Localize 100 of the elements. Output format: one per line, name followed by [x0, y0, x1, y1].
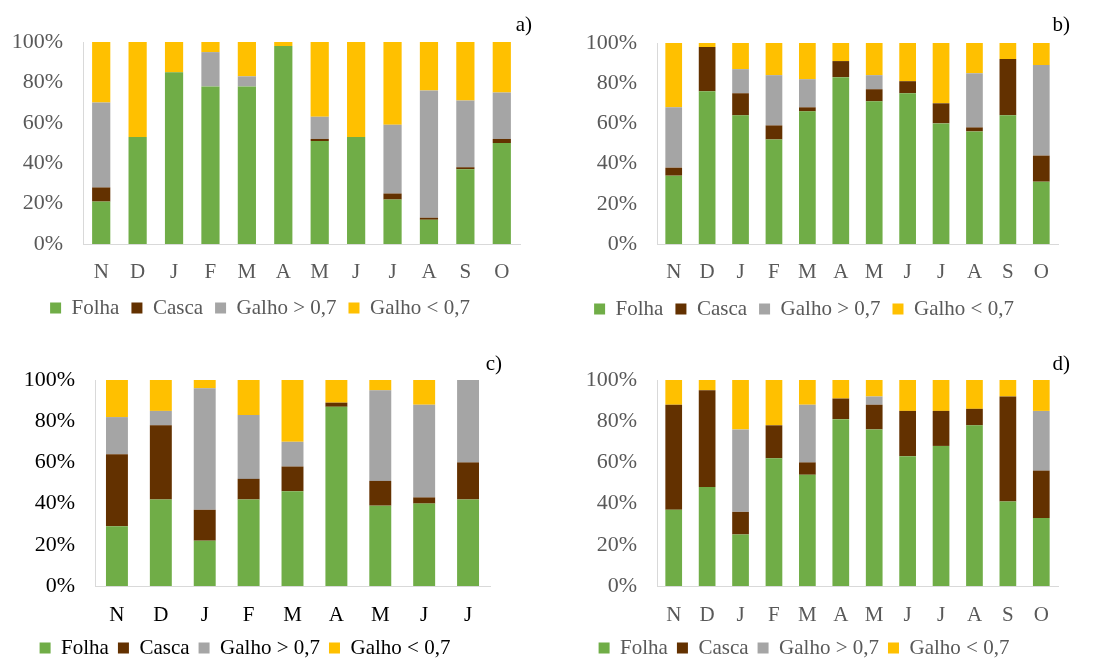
y-tick-label: 100%	[585, 365, 637, 391]
legend-label: Galho < 0,7	[350, 634, 451, 659]
bar	[105, 454, 128, 527]
bar	[492, 42, 511, 93]
x-tick-label: M	[864, 259, 884, 284]
bar	[966, 380, 983, 409]
bar	[732, 69, 749, 94]
bar	[419, 90, 439, 218]
bar	[281, 380, 304, 442]
bar	[665, 107, 683, 168]
legend-label: Galho < 0,7	[369, 294, 470, 319]
x-tick-label: A	[833, 602, 850, 627]
legend-label: Galho > 0,7	[780, 295, 881, 320]
bar	[128, 42, 147, 137]
x-tick-label: J	[420, 602, 429, 627]
bar	[865, 380, 883, 397]
legend-label: Casca	[698, 634, 750, 659]
x-tick-label: D	[699, 602, 715, 627]
x-tick-label: M	[798, 259, 818, 284]
x-tick-label: O	[1033, 602, 1049, 627]
bar	[698, 487, 716, 586]
bar	[310, 116, 329, 139]
bar	[799, 474, 816, 586]
bar	[413, 380, 436, 405]
x-tick-label: M	[237, 259, 257, 284]
bar	[966, 43, 983, 74]
bar	[832, 380, 850, 399]
x-tick-label: D	[699, 259, 715, 284]
y-tick-label: 40%	[22, 148, 63, 174]
y-tick-label: 40%	[34, 489, 75, 515]
bar	[799, 111, 816, 244]
x-tick-label: F	[242, 602, 255, 627]
legend-label: Folha	[615, 295, 665, 320]
bar	[237, 380, 260, 416]
bar	[237, 478, 260, 500]
x-tick-label: J	[736, 259, 745, 284]
bar	[325, 406, 348, 586]
y-tick-label: 60%	[22, 108, 63, 134]
bar	[369, 380, 392, 391]
chart-title: b)	[1052, 11, 1070, 36]
y-tick-label: 60%	[596, 448, 637, 474]
x-tick-label: A	[328, 602, 345, 627]
x-tick-label: S	[1002, 602, 1014, 627]
bar	[1032, 380, 1050, 411]
bar	[92, 201, 111, 244]
bar	[492, 138, 511, 143]
bar	[899, 43, 916, 82]
bar	[665, 509, 683, 586]
bar	[237, 76, 256, 87]
bar	[865, 101, 883, 244]
x-tick-label: A	[275, 259, 292, 284]
x-tick-label: N	[666, 602, 682, 627]
bar	[383, 124, 402, 194]
bar	[413, 503, 436, 586]
bar	[1032, 410, 1050, 471]
bar	[832, 61, 850, 78]
bar	[492, 92, 511, 139]
x-tick-label: N	[109, 602, 125, 627]
bar	[128, 136, 147, 244]
bar	[281, 466, 304, 492]
bar	[457, 462, 480, 500]
bar	[932, 123, 950, 244]
bar	[698, 390, 716, 488]
x-tick-label: A	[966, 259, 983, 284]
bar	[999, 380, 1017, 397]
bar	[865, 89, 883, 102]
bar	[274, 42, 293, 47]
bar	[765, 425, 783, 459]
bar	[164, 72, 184, 244]
bar	[369, 390, 392, 481]
bar	[799, 79, 816, 108]
x-tick-label: N	[93, 259, 109, 284]
legend-label: Galho < 0,7	[909, 634, 1010, 659]
bar	[456, 42, 475, 101]
bar	[765, 139, 783, 244]
bar	[665, 380, 683, 405]
legend-label: Folha	[71, 294, 121, 319]
bar	[899, 380, 916, 411]
x-tick-label: J	[936, 602, 946, 627]
y-tick-label: 20%	[22, 189, 63, 215]
x-tick-label: F	[204, 259, 217, 284]
bar	[457, 380, 480, 463]
x-tick-label: A	[421, 259, 438, 284]
bar	[932, 380, 950, 411]
x-tick-label: J	[388, 259, 397, 284]
legend-label: Folha	[61, 634, 110, 659]
legend-label: Casca	[152, 294, 204, 319]
bar	[492, 143, 511, 244]
x-tick-label: N	[666, 259, 682, 284]
bar	[765, 125, 783, 140]
bar	[966, 73, 983, 128]
bar	[999, 396, 1017, 502]
bar	[966, 425, 983, 586]
bar	[149, 380, 172, 411]
bar	[966, 131, 983, 244]
y-tick-label: 40%	[596, 489, 637, 515]
x-tick-label: M	[283, 602, 303, 627]
bar	[281, 441, 304, 467]
x-tick-label: S	[459, 259, 472, 284]
x-tick-label: M	[310, 259, 330, 284]
